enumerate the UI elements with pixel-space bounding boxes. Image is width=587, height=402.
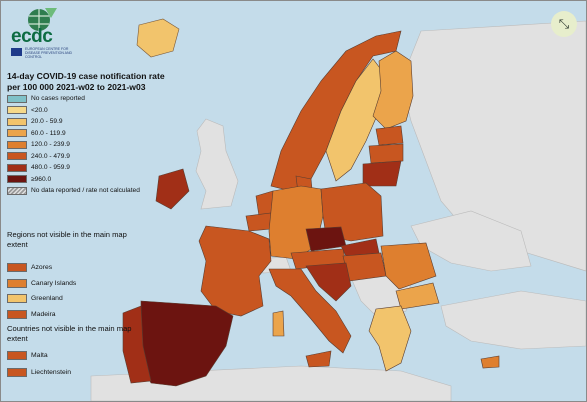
region-item: Greenland [7,294,63,303]
globe-logo-icon [28,8,57,31]
legend-swatch [7,129,27,138]
poland-land [320,182,384,242]
legend-swatch [7,186,27,195]
legend-label: 20.0 - 59.9 [31,118,63,126]
finland-land [372,50,414,130]
legend-label: 60.0 - 119.9 [31,129,66,137]
legend-item: No data reported / rate not calculated [7,185,140,197]
legend-item: 120.0 - 239.9 [7,139,140,151]
sardinia-land [272,310,285,337]
legend-swatch [7,152,27,161]
region-item: Azores [7,263,52,272]
expand-arrows-icon: ⤡ [558,16,570,31]
inset-swatch [7,294,27,303]
legend-label: 480.0 - 959.9 [31,164,70,172]
legend-item: 480.0 - 959.9 [7,162,140,174]
legend-item: 60.0 - 119.9 [7,128,140,140]
eu-flag-icon [11,48,22,56]
sicily-land [305,350,332,368]
legend-label: 120.0 - 239.9 [31,141,70,149]
legend-swatch [7,175,27,184]
slovenia-croatia-land [305,262,352,302]
country-item: Malta [7,351,48,360]
ireland-land [155,168,190,210]
ecdc-logo: ecdc EUROPEAN CENTRE FOR DISEASE PREVENT… [5,6,72,59]
legend-label: No data reported / rate not calculated [31,187,140,195]
czechia-land [305,226,347,252]
uk-land [195,118,239,210]
legend-swatch [7,117,27,126]
inset-label: Greenland [31,295,63,302]
inset-swatch [7,278,27,288]
inset-swatch [7,309,27,319]
cyprus-land [480,355,500,369]
latvia-land [368,143,404,164]
belgium-land [245,212,272,232]
turkey-land [440,290,586,350]
iceland-land [136,18,180,58]
legend-item: 20.0 - 59.9 [7,116,140,128]
legend-swatch [7,106,27,115]
legend-item: ≥960.0 [7,174,140,186]
legend-label: 240.0 - 479.9 [31,152,70,160]
map-title: 14-day COVID-19 case notification rate p… [7,71,165,92]
countries-title: Countries not visible in the main map ex… [7,324,132,343]
legend-swatch [7,94,27,103]
portugal-land [122,305,152,384]
legend-item: 240.0 - 479.9 [7,151,140,163]
legend-swatch [7,140,27,149]
inset-label: Madeira [31,310,56,318]
legend-label: No cases reported [31,95,85,103]
greece-land [368,305,412,372]
estonia-land [375,125,404,146]
inset-label: Azores [31,264,53,271]
legend-item: No cases reported [7,93,140,105]
region-item: Canary Islands [7,278,77,288]
region-item: Madeira [7,309,56,319]
inset-label: Canary Islands [31,279,77,287]
inset-swatch [7,367,27,377]
inset-label: Liechtenstein [31,368,72,376]
legend-item: <20.0 [7,105,140,117]
legend-swatch [7,163,27,172]
italy-land [268,268,352,354]
france-land [198,225,272,317]
lithuania-land [362,160,402,187]
regions-title: Regions not visible in the main map exte… [7,230,127,249]
logo-subtitle: EUROPEAN CENTRE FOR DISEASE PREVENTION A… [25,47,73,59]
legend: No cases reported <20.0 20.0 - 59.9 60.0 - … [7,93,140,197]
legend-label: <20.0 [31,106,48,114]
legend-label: ≥960.0 [31,175,52,183]
inset-label: Malta [31,352,48,359]
romania-land [380,242,437,290]
inset-swatch [7,351,27,360]
inset-swatch [7,263,27,272]
hungary-land [342,252,387,282]
country-item: Liechtenstein [7,367,72,377]
fullscreen-button[interactable]: ⤡ [551,11,577,37]
logo-wordmark: ecdc [11,26,53,47]
bulgaria-land [395,282,440,310]
